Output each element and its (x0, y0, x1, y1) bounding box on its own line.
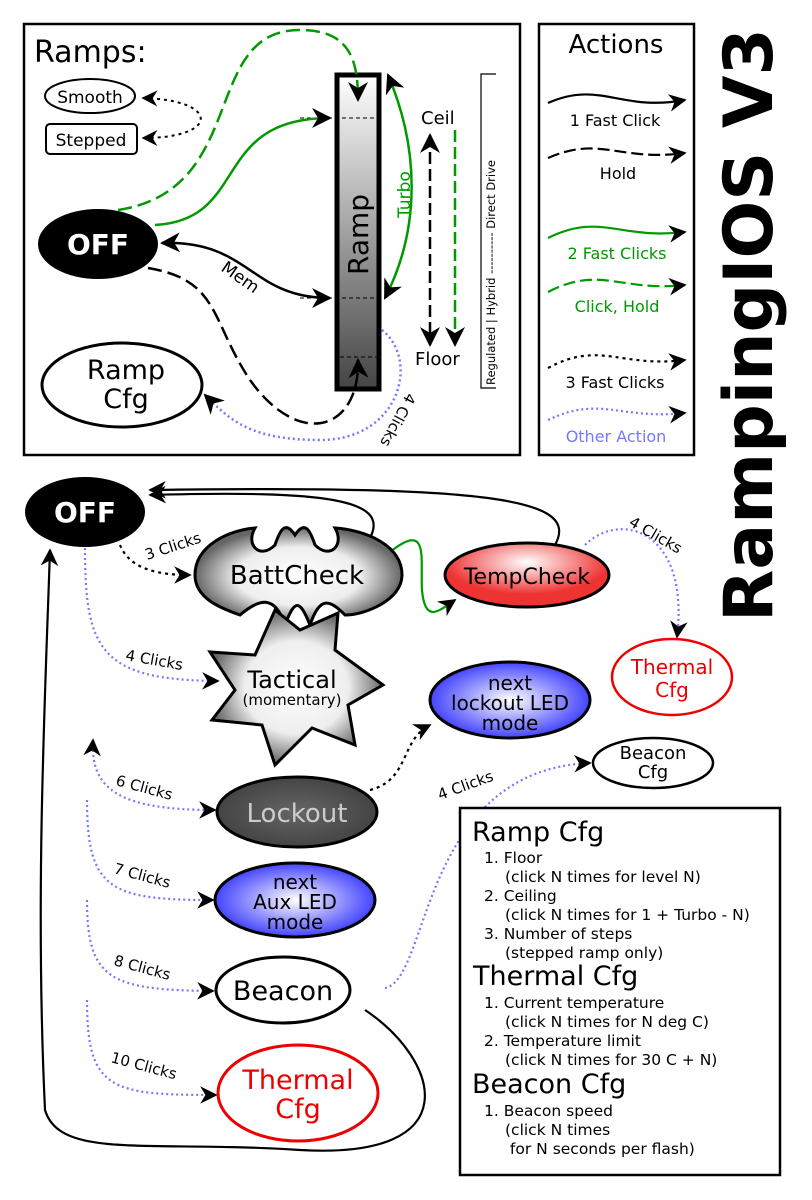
off-node[interactable]: OFF (25, 477, 145, 547)
turbo-label: Turbo (395, 171, 415, 219)
aux-led-line1: next (273, 870, 317, 894)
legend-line: 1. Current temperature (484, 994, 664, 1012)
tactical-node[interactable]: Tactical (momentary) (207, 607, 386, 768)
lockout-node[interactable]: Lockout (215, 775, 379, 849)
ramp-label: Ramp (342, 194, 375, 275)
legend-line: for N seconds per flash) (505, 1140, 695, 1158)
thermal-cfg-bottom-line1: Thermal (241, 1065, 353, 1096)
legend-line: (click N times for level N) (505, 868, 701, 886)
stepped-node (45, 123, 138, 155)
state-edges (39, 480, 688, 1152)
ramp-cfg-line2: Cfg (103, 384, 149, 415)
legend-line: (click N times for N deg C) (505, 1013, 709, 1031)
thermal-cfg-top-line2: Cfg (655, 678, 689, 702)
legend-ramp-heading: Ramp Cfg (472, 817, 604, 848)
ceil-label: Ceil (421, 108, 455, 129)
ramp-cfg-node (40, 341, 204, 429)
ramp-bar (334, 72, 382, 392)
ramps-heading: Ramps: (34, 35, 147, 70)
turbo-arrow (383, 73, 413, 300)
smooth-stepped-arrow (141, 90, 202, 146)
actions-heading: Actions (569, 30, 664, 60)
battcheck-label: BattCheck (230, 561, 364, 591)
mem-arrow (160, 232, 332, 308)
action-click-hold: Click, Hold (575, 297, 660, 316)
off-to-ceil-green-click (154, 108, 332, 227)
config-legend: Ramp Cfg 1. Floor (click N times for lev… (458, 806, 782, 1177)
battcheck-node[interactable]: BattCheck (193, 526, 404, 630)
edge-label-aux: 7 Clicks (112, 859, 173, 891)
legend-line: 2. Ceiling (484, 887, 557, 905)
stepped-label: Stepped (56, 131, 127, 151)
legend-line: (stepped ramp only) (505, 944, 663, 962)
action-1-fast-click: 1 Fast Click (570, 111, 661, 130)
lockout-led-line3: mode (482, 711, 539, 735)
floor-label: Floor (415, 349, 460, 370)
edge-label-lockout: 6 Clicks (114, 771, 175, 803)
legend-line: 1. Beacon speed (484, 1102, 613, 1120)
beacon-cfg-line2: Cfg (638, 762, 668, 783)
tactical-sublabel: (momentary) (243, 691, 342, 709)
aux-led-line3: mode (267, 910, 324, 934)
beacon-label: Beacon (233, 976, 333, 1007)
off-label: OFF (54, 496, 116, 529)
ramps-panel: Ramps: Smooth Stepped OFF Ramp Cfg Ramp … (22, 22, 522, 457)
thermal-cfg-bottom-node[interactable]: Thermal Cfg (216, 1043, 380, 1143)
lockout-label: Lockout (247, 799, 348, 829)
action-other: Other Action (566, 427, 667, 446)
lockout-led-line2: lockout LED (451, 691, 569, 715)
edge-label-beacon-cfg: 4 Clicks (435, 767, 496, 804)
legend-thermal-heading: Thermal Cfg (472, 961, 638, 992)
page-title: RampingIOS V3 (710, 28, 789, 622)
legend-line: 1. Floor (484, 849, 543, 867)
thermal-cfg-bottom-line2: Cfg (275, 1094, 321, 1125)
ramp-cfg-line1: Ramp (87, 355, 165, 386)
four-clicks-label: 4 Clicks (376, 390, 419, 450)
beacon-node[interactable]: Beacon (214, 955, 352, 1025)
action-2-fast-clicks: 2 Fast Clicks (568, 244, 667, 263)
tempcheck-label: TempCheck (463, 565, 591, 590)
beacon-cfg-line1: Beacon (620, 743, 687, 764)
legend-line: (click N times (505, 1121, 610, 1139)
aux-led-line2: Aux LED (253, 890, 337, 914)
legend-beacon-heading: Beacon Cfg (472, 1069, 626, 1100)
action-hold: Hold (600, 164, 636, 183)
tactical-label: Tactical (246, 666, 336, 694)
legend-line: 3. Number of steps (484, 925, 632, 943)
action-3-fast-clicks: 3 Fast Clicks (566, 373, 665, 392)
legend-line: (click N times for 1 + Turbo - N) (505, 906, 750, 924)
actions-panel: Actions 1 Fast Click Hold 2 Fast Clicks … (537, 22, 696, 457)
thermal-cfg-top-node[interactable]: Thermal Cfg (610, 637, 734, 717)
legend-line: 2. Temperature limit (484, 1032, 641, 1050)
edge-label-battcheck: 3 Clicks (143, 529, 204, 564)
off-label-ramps: OFF (67, 228, 129, 261)
legend-line: (click N times for 30 C + N) (505, 1051, 717, 1069)
thermal-cfg-top-line1: Thermal (630, 655, 713, 679)
edge-label-thermal: 10 Clicks (109, 1048, 179, 1083)
off-hold-ramp (147, 266, 369, 425)
off-node-ramps (38, 209, 158, 279)
smooth-node (44, 78, 136, 114)
lockout-led-node[interactable]: next lockout LED mode (428, 660, 592, 740)
tempcheck-node[interactable]: TempCheck (443, 541, 611, 609)
off-to-ceil-green-hold (117, 28, 368, 212)
lockout-led-line1: next (488, 671, 532, 695)
edge-label-beacon: 8 Clicks (112, 951, 173, 983)
aux-led-node[interactable]: next Aux LED mode (213, 861, 377, 939)
edge-label-tempcheck-thermal: 4 Clicks (626, 513, 685, 558)
power-scale-label: Regulated | Hybrid ---------- Direct Dri… (484, 160, 498, 385)
beacon-cfg-node[interactable]: Beacon Cfg (591, 736, 715, 790)
smooth-label: Smooth (57, 88, 123, 108)
